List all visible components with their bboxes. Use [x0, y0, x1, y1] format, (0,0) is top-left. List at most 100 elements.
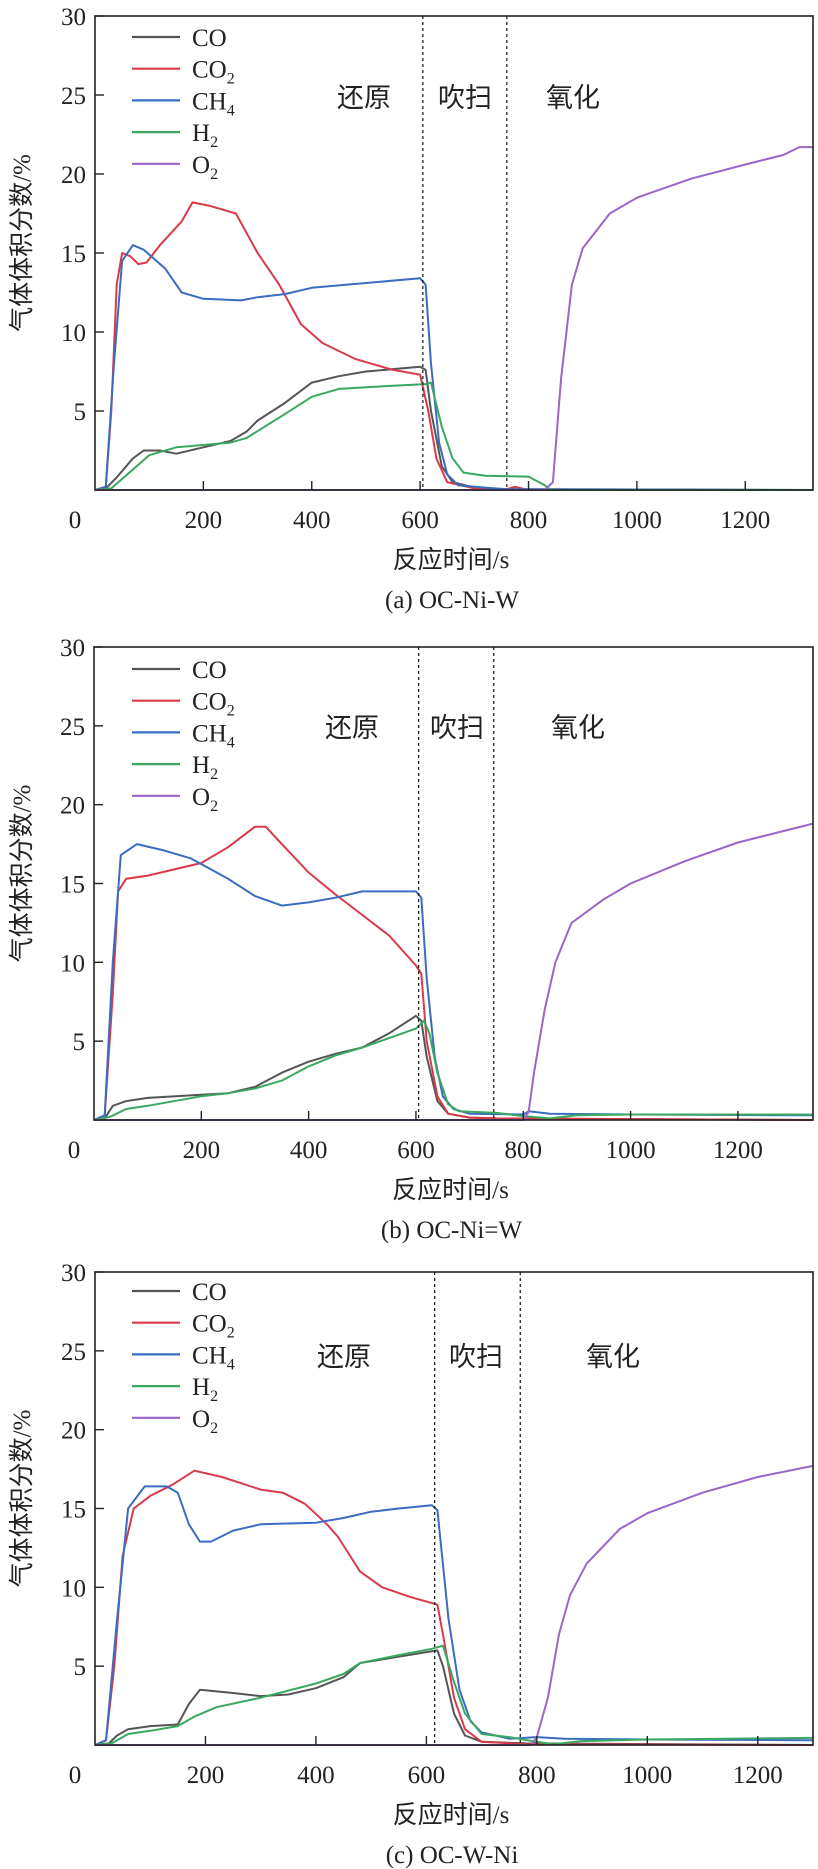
legend-item-h2: H2 — [132, 752, 218, 783]
legend-item-co2: CO2 — [132, 689, 235, 720]
panel-caption: (c) OC-W-Ni — [386, 1842, 519, 1869]
y-tick-label: 5 — [74, 399, 87, 426]
legend-label-subscript: 2 — [227, 71, 235, 88]
y-tick-label: 20 — [61, 162, 86, 189]
legend-label-subscript: 2 — [210, 1388, 218, 1405]
legend-label: CO — [192, 25, 227, 52]
x-tick-label: 400 — [297, 1762, 335, 1789]
x-tick-label: 1000 — [622, 1762, 672, 1789]
phase-label: 还原 — [317, 1342, 371, 1372]
legend-label-main: H — [192, 1374, 210, 1401]
legend-label-subscript: 4 — [227, 1356, 235, 1373]
x-tick-label: 1200 — [713, 1137, 763, 1164]
x-tick-label: 800 — [505, 1137, 543, 1164]
legend-label-main: CO — [192, 1311, 227, 1338]
legend-label: CH4 — [192, 1342, 235, 1373]
legend-label-main: H — [192, 752, 210, 779]
chart-panel-c: 0 200 400 600 800 1000 1200 5 10 15 20 25 30 反应时间/s 气体… — [8, 1260, 814, 1869]
phase-label: 氧化 — [586, 1342, 640, 1372]
legend-item-co: CO — [132, 25, 227, 52]
legend-label-subscript: 2 — [210, 1420, 218, 1437]
x-tick-label: 0 — [69, 507, 82, 534]
series-line-h2 — [94, 1644, 814, 1746]
series-line-co — [94, 1649, 814, 1746]
x-tick-label: 200 — [187, 1762, 225, 1789]
x-tick-label: 400 — [290, 1137, 328, 1164]
x-tick-label: 600 — [397, 1137, 435, 1164]
legend-label: CH4 — [192, 88, 235, 119]
legend-label-subscript: 2 — [210, 798, 218, 815]
x-tick-label: 800 — [518, 1762, 556, 1789]
series-line-co2 — [94, 1469, 814, 1746]
y-tick-label: 10 — [61, 320, 86, 347]
x-tick-label: 0 — [68, 1137, 81, 1164]
legend-label-main: CO — [192, 657, 227, 684]
legend-label-subscript: 2 — [227, 703, 235, 720]
series-line-o2 — [94, 822, 814, 1121]
phase-label: 氧化 — [546, 83, 600, 113]
series-line-h2 — [94, 381, 813, 491]
legend-label-main: H — [192, 120, 210, 147]
chart-panel-a: 0 200 400 600 800 1000 1200 5 10 15 20 25 30 反应时间/s 气体… — [8, 4, 814, 614]
legend-label-subscript: 2 — [210, 166, 218, 183]
x-tick-label: 1000 — [612, 507, 662, 534]
legend-item-h2: H2 — [132, 120, 218, 151]
phase-label: 吹扫 — [438, 83, 492, 113]
legend-label-main: CH — [192, 720, 227, 747]
y-tick-label: 5 — [73, 1029, 86, 1056]
x-tick-label: 600 — [401, 507, 439, 534]
legend-item-co2: CO2 — [132, 1311, 235, 1342]
legend-label: H2 — [192, 752, 218, 783]
series-line-co — [93, 1014, 814, 1121]
legend-item-h2: H2 — [132, 1374, 218, 1405]
x-tick-label: 0 — [69, 1762, 82, 1789]
y-tick-label: 30 — [61, 4, 86, 31]
series-line-co2 — [93, 825, 814, 1121]
legend-label-subscript: 2 — [227, 1325, 235, 1342]
legend-item-o2: O2 — [132, 1406, 218, 1437]
y-tick-label: 10 — [60, 950, 85, 977]
legend-label: O2 — [192, 1406, 218, 1437]
series-line-ch4 — [94, 1485, 814, 1746]
legend-label-main: CH — [192, 88, 227, 115]
legend-label: CO — [192, 1279, 227, 1306]
legend-label-main: O — [192, 152, 210, 179]
y-tick-label: 30 — [61, 1260, 86, 1287]
y-axis-label: 气体体积分数/% — [8, 154, 36, 332]
series-line-o2 — [95, 146, 813, 491]
y-tick-label: 15 — [60, 872, 85, 899]
legend-label-main: O — [192, 1406, 210, 1433]
legend-label: O2 — [192, 152, 218, 183]
y-tick-label: 20 — [61, 1418, 86, 1445]
x-axis-label: 反应时间/s — [392, 1176, 509, 1204]
x-axis-label: 反应时间/s — [393, 1801, 510, 1829]
series-line-ch4 — [94, 244, 814, 491]
y-tick-label: 30 — [60, 635, 85, 662]
x-tick-label: 200 — [185, 507, 223, 534]
phase-label: 吹扫 — [430, 713, 484, 743]
legend-item-o2: O2 — [132, 784, 218, 815]
legend-label-subscript: 4 — [227, 734, 235, 751]
legend-item-co: CO — [132, 657, 227, 684]
legend-item-o2: O2 — [132, 152, 218, 183]
y-tick-label: 15 — [61, 1497, 86, 1524]
y-tick-label: 25 — [61, 83, 86, 110]
legend-label: H2 — [192, 120, 218, 151]
legend-label: CO2 — [192, 57, 235, 88]
series-line-o2 — [95, 1464, 814, 1746]
series-line-h2 — [93, 1019, 813, 1121]
x-tick-label: 200 — [183, 1137, 221, 1164]
legend-label-subscript: 2 — [210, 766, 218, 783]
legend-label-main: CO — [192, 689, 227, 716]
y-tick-label: 15 — [61, 241, 86, 268]
legend-label-subscript: 2 — [210, 134, 218, 151]
x-axis-label: 反应时间/s — [393, 546, 510, 574]
phase-label: 还原 — [325, 713, 379, 743]
x-tick-label: 600 — [408, 1762, 446, 1789]
legend-label-main: CO — [192, 25, 227, 52]
x-tick-label: 1200 — [733, 1762, 783, 1789]
